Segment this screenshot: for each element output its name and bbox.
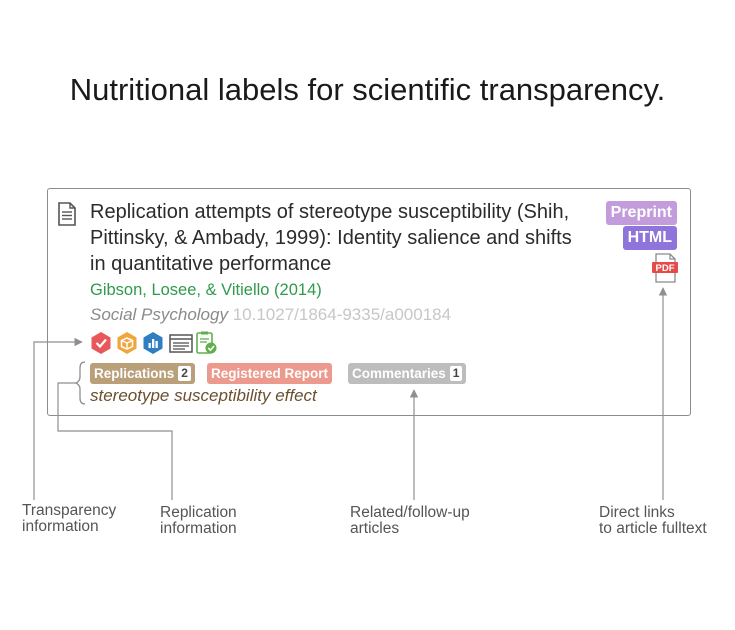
commentaries-tag[interactable]: Commentaries 1	[348, 363, 467, 384]
open-materials-icon[interactable]	[117, 332, 137, 354]
doi-link[interactable]: 10.1027/1864-9335/a000184	[232, 305, 452, 324]
figure-heading: Nutritional labels for scientific transp…	[69, 72, 666, 107]
related-caption: Related/follow-up articles	[350, 504, 470, 537]
transparency-caption: Transparency information	[22, 502, 117, 535]
preprint-button[interactable]: Preprint	[605, 201, 677, 225]
registered-report-tag[interactable]: Registered Report	[207, 363, 333, 384]
replications-tag[interactable]: Replications 2	[90, 363, 195, 384]
commentaries-label: Commentaries	[352, 366, 446, 381]
prereg-check-icon[interactable]	[91, 332, 111, 354]
transparency-arrow	[33, 337, 83, 500]
replication-line	[57, 382, 173, 500]
open-data-icon[interactable]	[143, 332, 163, 354]
commentaries-count: 1	[449, 366, 463, 381]
journal-line: Social Psychology 10.1027/1864-9335/a000…	[90, 305, 451, 325]
open-code-icon[interactable]	[169, 334, 193, 353]
replication-bracket	[74, 361, 86, 405]
effect-name[interactable]: stereotype susceptibility effect	[90, 386, 317, 405]
article-title[interactable]: Replication attempts of stereotype susce…	[90, 201, 572, 275]
checklist-icon[interactable]	[196, 331, 217, 354]
pdf-label: PDF	[656, 263, 675, 274]
replications-count: 2	[178, 366, 191, 381]
transparency-icons	[90, 331, 222, 355]
html-fulltext-button[interactable]: HTML	[622, 226, 677, 250]
replications-label: Replications	[94, 366, 175, 381]
journal-name: Social Psychology	[90, 305, 228, 324]
article-authors: Gibson, Losee, & Vitiello (2014)	[90, 281, 322, 299]
replication-caption: Replication information	[160, 504, 237, 537]
fulltext-caption: Direct links to article fulltext	[599, 504, 707, 537]
document-icon	[58, 202, 76, 226]
pdf-icon[interactable]: PDF	[652, 253, 678, 283]
